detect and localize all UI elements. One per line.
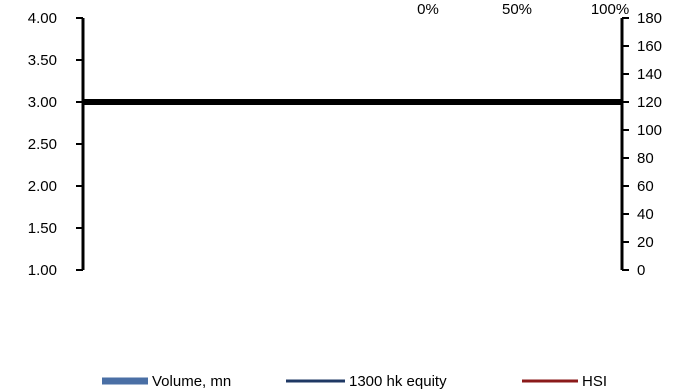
right-axis-tick-label: 120 [637, 94, 662, 111]
left-axis-tick-label: 2.00 [28, 178, 57, 195]
top-axis-tick-label: 50% [502, 1, 532, 18]
right-axis-tick-label: 140 [637, 66, 662, 83]
legend-label: 1300 hk equity [349, 373, 447, 390]
right-axis-tick-label: 60 [637, 178, 654, 195]
left-axis-tick-label: 1.00 [28, 262, 57, 279]
right-axis-tick-label: 20 [637, 234, 654, 251]
left-axis-tick-label: 3.00 [28, 94, 57, 111]
right-axis: 0 20 40 60 80 100 120 140 160 180 [620, 10, 662, 279]
legend-item: 1300 hk equity [286, 373, 447, 390]
right-axis-tick-label: 40 [637, 206, 654, 223]
right-axis-tick-label: 0 [637, 262, 645, 279]
right-axis-tick-label: 160 [637, 38, 662, 55]
legend-item: Volume, mn [102, 373, 231, 390]
top-axis-tick-label: 100% [591, 1, 629, 18]
legend-label: Volume, mn [152, 373, 231, 390]
legend: Volume, mn 1300 hk equity HSI [102, 373, 607, 390]
left-axis-tick-label: 1.50 [28, 220, 57, 237]
right-axis-tick-label: 180 [637, 10, 662, 27]
right-axis-tick-label: 80 [637, 150, 654, 167]
top-axis: 0% 50% 100% [417, 1, 629, 18]
left-axis-tick-label: 2.50 [28, 136, 57, 153]
top-axis-tick-label: 0% [417, 1, 439, 18]
left-axis-tick-label: 3.50 [28, 52, 57, 69]
legend-label: HSI [582, 373, 607, 390]
left-axis: 1.00 1.50 2.00 2.50 3.00 3.50 4.00 [28, 10, 85, 279]
left-axis-tick-label: 4.00 [28, 10, 57, 27]
right-axis-tick-label: 100 [637, 122, 662, 139]
legend-item: HSI [522, 373, 607, 390]
